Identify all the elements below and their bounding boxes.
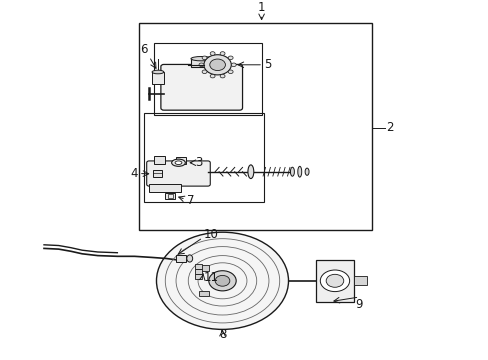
Bar [199,291,208,296]
Bar [176,157,185,164]
FancyBboxPatch shape [146,161,210,186]
Ellipse shape [231,63,236,67]
Bar [153,170,162,177]
Bar [194,274,202,279]
Bar [149,184,181,192]
Bar [190,59,212,67]
Bar [316,260,353,302]
Bar [194,269,202,274]
Ellipse shape [228,56,233,60]
Ellipse shape [220,52,224,55]
Bar [353,276,366,285]
Bar [176,255,185,262]
Bar [199,265,208,271]
Ellipse shape [175,161,182,165]
Text: 10: 10 [203,228,218,241]
Text: 5: 5 [264,58,271,71]
Ellipse shape [202,56,206,60]
Bar [167,194,172,198]
Text: 7: 7 [186,194,194,207]
Text: 11: 11 [203,271,218,284]
Circle shape [203,55,231,75]
Ellipse shape [210,74,215,78]
Text: 9: 9 [355,298,363,311]
Circle shape [209,59,225,71]
Ellipse shape [210,52,215,55]
Bar [165,193,175,199]
Bar [139,23,371,230]
Text: 1: 1 [257,1,265,14]
Text: 2: 2 [386,121,393,134]
Bar [154,43,261,115]
Ellipse shape [190,57,212,61]
Text: 4: 4 [130,167,138,180]
Ellipse shape [297,166,301,177]
Ellipse shape [247,165,253,179]
Ellipse shape [305,168,308,175]
Circle shape [325,274,343,287]
Ellipse shape [290,167,294,176]
FancyBboxPatch shape [161,64,242,110]
Text: 6: 6 [140,43,148,56]
Ellipse shape [220,74,224,78]
Ellipse shape [186,255,192,262]
Bar [194,264,202,269]
Bar [154,156,164,164]
Ellipse shape [152,70,163,74]
Bar [144,113,264,202]
Circle shape [208,271,236,291]
Ellipse shape [228,70,233,73]
Text: 8: 8 [218,328,226,341]
Ellipse shape [202,70,206,73]
Ellipse shape [171,159,185,166]
Circle shape [320,270,349,292]
Circle shape [215,275,229,286]
Circle shape [156,232,288,329]
Ellipse shape [199,63,203,67]
Text: 3: 3 [195,156,203,169]
Bar [152,72,163,84]
